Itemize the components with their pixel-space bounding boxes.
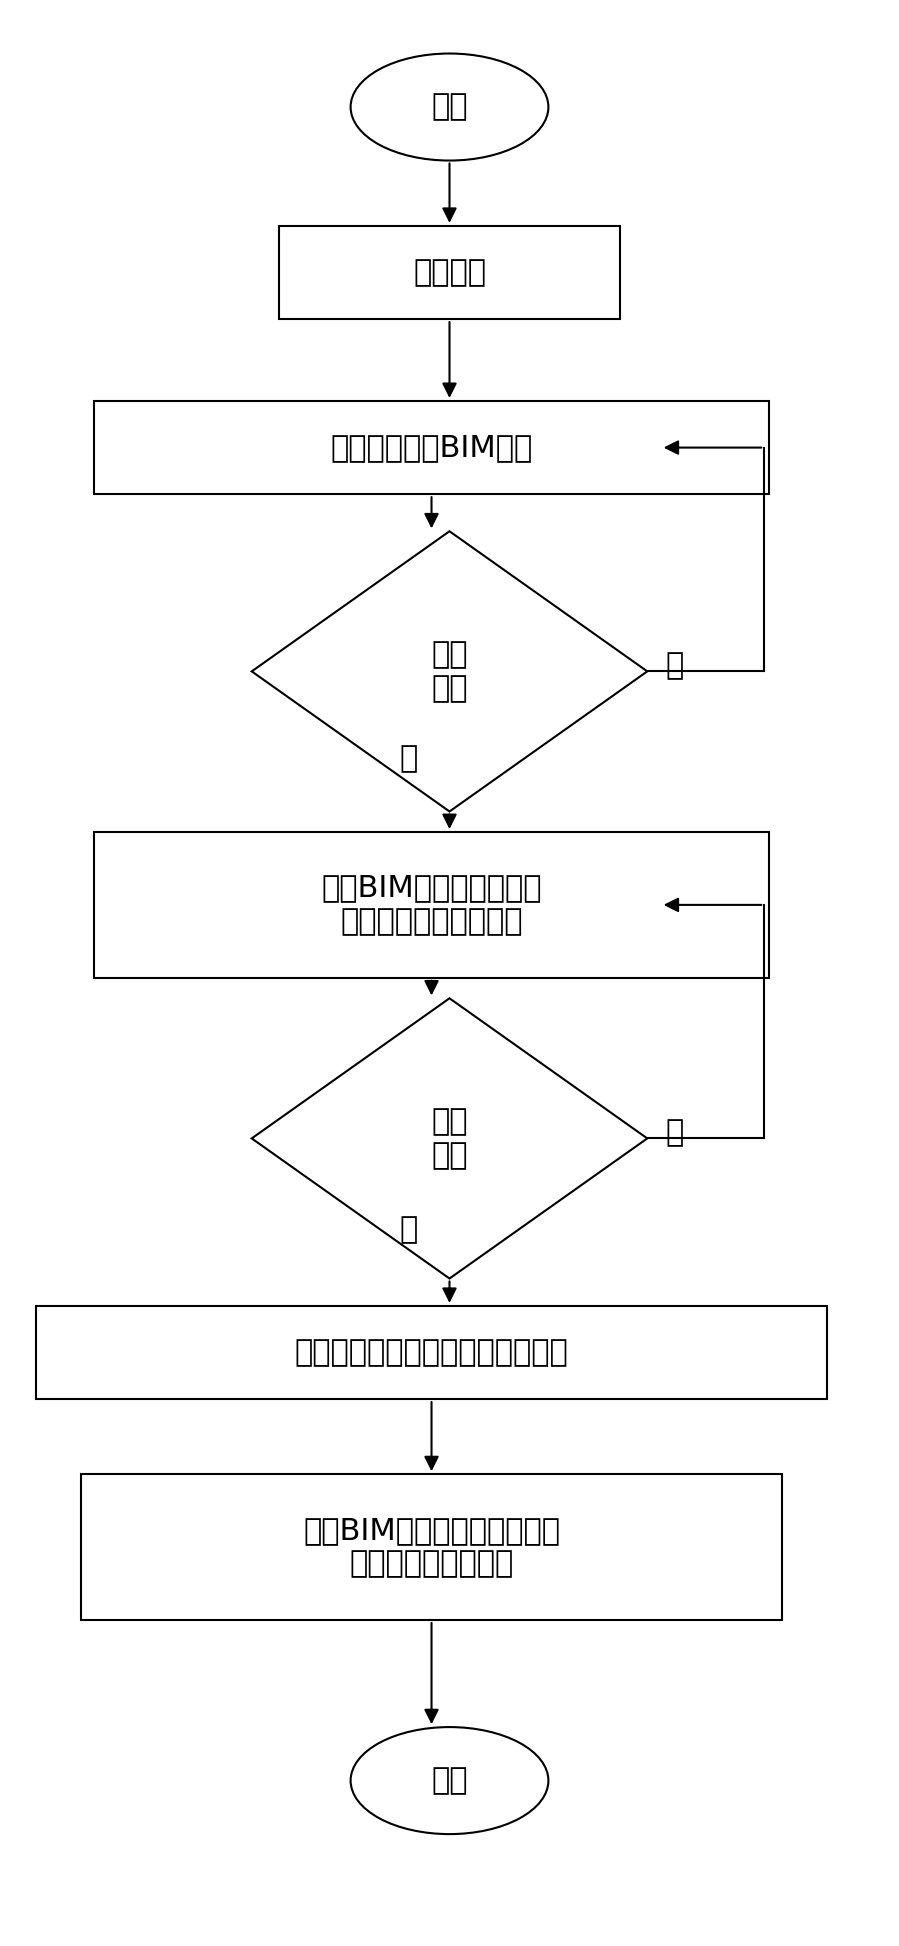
Text: 否: 否: [665, 652, 683, 679]
Text: 开始: 开始: [432, 93, 467, 121]
Bar: [81, 1475, 782, 1619]
Text: 专家
论证: 专家 论证: [432, 1107, 467, 1170]
Bar: [94, 401, 769, 494]
Polygon shape: [252, 998, 647, 1279]
Text: 基于BIM技术进行隧道土
方开挖、支护施工模拟: 基于BIM技术进行隧道土 方开挖、支护施工模拟: [321, 874, 542, 936]
Bar: [36, 1306, 827, 1399]
Text: 结束: 结束: [432, 1767, 467, 1794]
Text: 制作土方开挖、支护施工工序视频: 制作土方开挖、支护施工工序视频: [295, 1339, 568, 1366]
Text: 创建管道三维BIM模型: 创建管道三维BIM模型: [331, 434, 532, 461]
Text: 否: 否: [665, 1119, 683, 1146]
Bar: [279, 226, 620, 319]
Bar: [94, 833, 769, 977]
Text: 基于BIM模型组织技术交底，
实际施工，动态调整: 基于BIM模型组织技术交底， 实际施工，动态调整: [303, 1516, 560, 1578]
Polygon shape: [252, 531, 647, 811]
Text: 数据
审核: 数据 审核: [432, 640, 467, 703]
Text: 是: 是: [400, 745, 418, 773]
Text: 数据准备: 数据准备: [413, 259, 486, 286]
Text: 是: 是: [400, 1216, 418, 1243]
